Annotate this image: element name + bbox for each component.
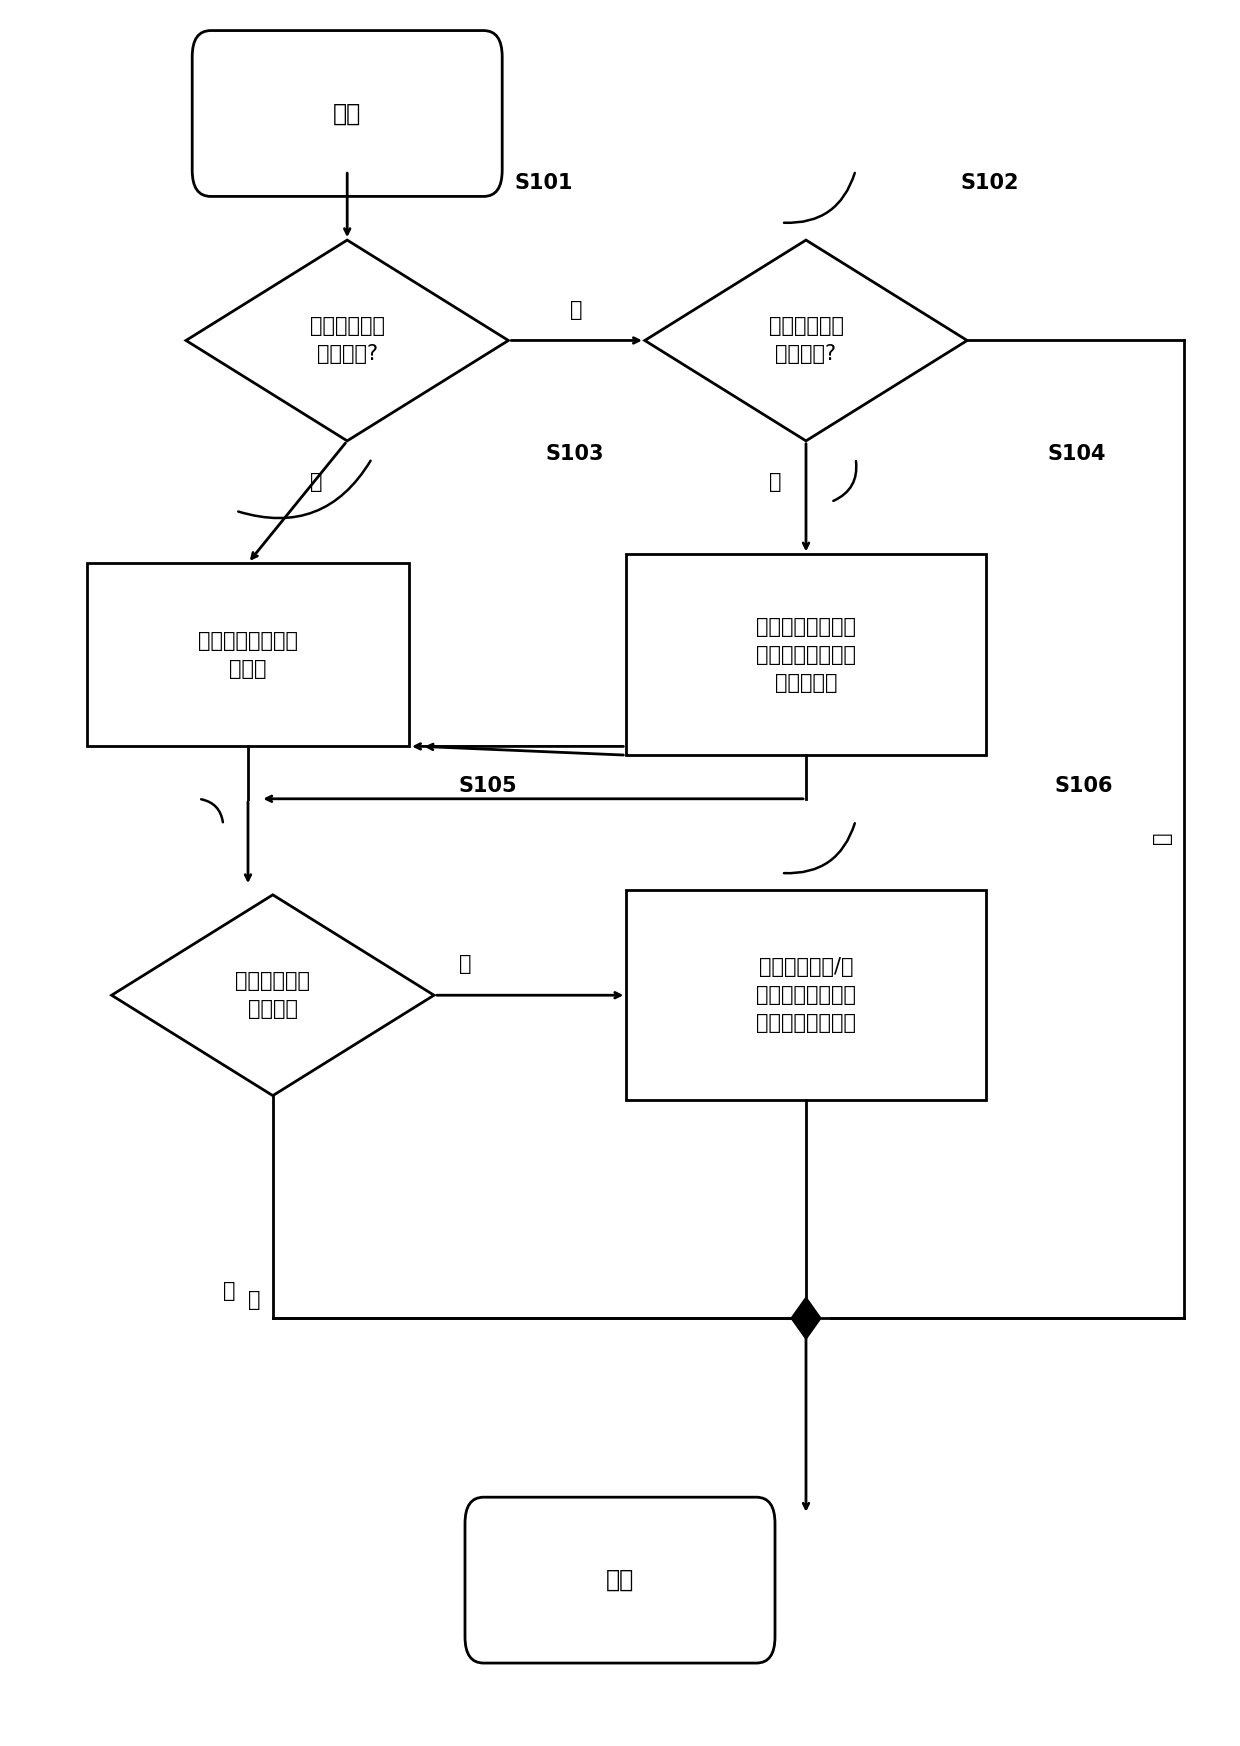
Text: 备用盘是否插
在机框中: 备用盘是否插 在机框中: [236, 971, 310, 1020]
Polygon shape: [112, 894, 434, 1096]
Text: 接收到套接字
创建信息?: 接收到套接字 创建信息?: [310, 316, 384, 365]
Text: S106: S106: [1054, 775, 1112, 796]
Text: 是: 是: [769, 471, 781, 492]
Text: 是: 是: [459, 955, 471, 974]
Polygon shape: [645, 239, 967, 440]
Text: 将套接字信息存储
在本地: 将套接字信息存储 在本地: [198, 630, 298, 679]
FancyBboxPatch shape: [192, 30, 502, 196]
Text: 否: 否: [570, 300, 583, 320]
Text: S104: S104: [1048, 443, 1106, 464]
Text: 否: 否: [248, 1290, 260, 1310]
Polygon shape: [791, 1318, 821, 1339]
Text: 否: 否: [223, 1282, 236, 1301]
Polygon shape: [791, 1297, 821, 1318]
Text: 接收到套接字
删除信息?: 接收到套接字 删除信息?: [769, 316, 843, 365]
Text: 结束: 结束: [606, 1568, 634, 1592]
Bar: [626, 555, 986, 754]
Text: 开始: 开始: [334, 101, 361, 126]
Text: S103: S103: [546, 443, 604, 464]
Polygon shape: [186, 239, 508, 440]
Text: 将套接字创建/删
除信息发送给备用
盘套接字代理模块: 将套接字创建/删 除信息发送给备用 盘套接字代理模块: [756, 957, 856, 1034]
Text: S101: S101: [515, 173, 573, 194]
Text: S105: S105: [459, 775, 517, 796]
Text: 根据收到的信息，
将本地存储的套接
字信息删除: 根据收到的信息， 将本地存储的套接 字信息删除: [756, 616, 856, 693]
Bar: [626, 890, 986, 1100]
Bar: [87, 562, 409, 747]
Text: 是: 是: [310, 471, 322, 492]
Text: S102: S102: [961, 173, 1019, 194]
FancyBboxPatch shape: [465, 1496, 775, 1662]
Text: 否: 否: [1152, 831, 1172, 845]
